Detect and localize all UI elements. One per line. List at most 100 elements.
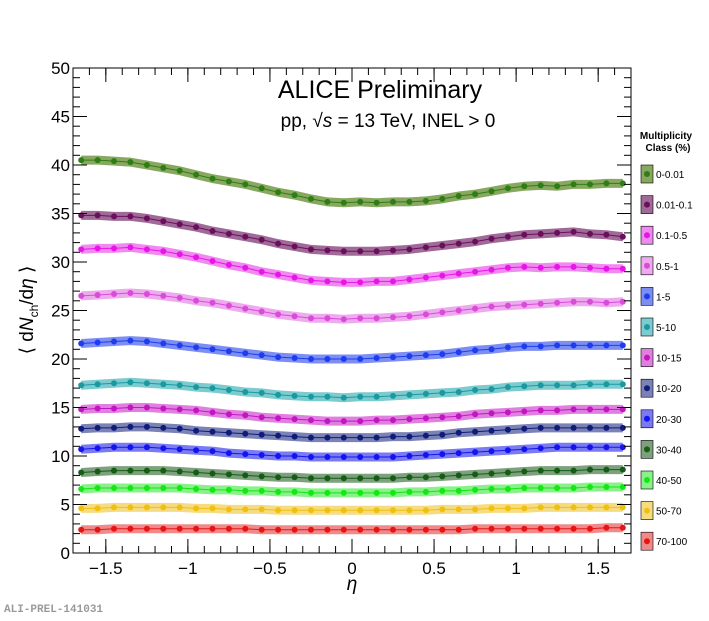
point-70-100-15 — [324, 526, 331, 533]
y-tick-label: 45 — [51, 108, 70, 127]
point-20-30-10 — [242, 451, 249, 458]
point-70-100-25 — [488, 525, 495, 532]
point-0p1-0p5-25 — [488, 266, 495, 273]
point-30-40-15 — [324, 475, 331, 482]
legend-item-0-0p01: 0-0.01 — [640, 164, 685, 184]
point-10-20-19 — [390, 433, 396, 440]
point-50-70-0 — [78, 505, 85, 512]
point-5-10-8 — [209, 385, 216, 392]
point-50-70-15 — [324, 507, 331, 514]
point-1-5-4 — [143, 338, 150, 345]
point-0p01-0p1-17 — [357, 248, 364, 255]
point-0p1-0p5-5 — [160, 248, 167, 255]
point-20-30-6 — [176, 446, 183, 453]
point-1-5-33 — [619, 342, 626, 349]
line-0p01-0p1 — [81, 214, 623, 252]
point-5-10-20 — [406, 391, 413, 398]
y-tick-label: 40 — [51, 156, 70, 175]
point-50-70-26 — [504, 505, 511, 512]
x-axis-label: η — [347, 574, 358, 595]
point-40-50-4 — [143, 485, 150, 491]
point-0p01-0p1-21 — [422, 244, 429, 251]
point-0p1-0p5-12 — [275, 271, 282, 278]
point-10-15-3 — [127, 404, 134, 411]
point-30-40-22 — [439, 473, 446, 480]
point-50-70-19 — [390, 507, 396, 514]
point-0-0p01-5 — [160, 164, 167, 171]
point-0p5-1-23 — [455, 307, 462, 314]
point-0-0p01-28 — [537, 182, 544, 189]
x-tick-label: −1 — [178, 559, 197, 578]
point-30-40-14 — [308, 475, 314, 482]
point-5-10-16 — [340, 394, 347, 401]
point-0-0p01-2 — [111, 158, 117, 165]
point-0p01-0p1-30 — [570, 228, 577, 235]
point-40-50-0 — [78, 486, 85, 492]
point-40-50-32 — [603, 484, 610, 490]
point-1-5-29 — [554, 342, 561, 349]
point-0p01-0p1-12 — [275, 240, 282, 247]
point-30-40-19 — [390, 475, 396, 482]
point-1-5-12 — [275, 354, 282, 361]
point-0p01-0p1-9 — [225, 230, 232, 237]
legend-item-20-30: 20-30 — [640, 409, 682, 429]
point-0p1-0p5-20 — [406, 276, 413, 283]
point-0p5-1-10 — [242, 305, 249, 312]
point-0-0p01-11 — [258, 185, 265, 192]
point-10-20-14 — [308, 434, 314, 441]
point-5-10-21 — [422, 390, 429, 397]
point-70-100-19 — [390, 526, 396, 533]
legend-item-5-10: 5-10 — [640, 317, 676, 337]
point-30-40-31 — [587, 466, 593, 473]
point-20-30-16 — [340, 454, 347, 460]
point-0-0p01-27 — [521, 183, 528, 190]
band-10-20 — [81, 422, 623, 443]
point-20-30-7 — [193, 447, 200, 454]
point-50-70-2 — [111, 504, 117, 511]
point-40-50-15 — [324, 489, 331, 496]
y-axis-label: ⟨ dNch/dη ⟩ — [17, 266, 41, 355]
point-10-20-5 — [160, 424, 167, 431]
point-1-5-18 — [373, 355, 380, 361]
point-40-50-13 — [291, 488, 298, 495]
point-30-40-0 — [78, 469, 85, 476]
point-40-50-30 — [570, 485, 577, 491]
point-0p5-1-21 — [422, 311, 429, 318]
point-20-30-17 — [357, 454, 364, 460]
point-0-0p01-18 — [373, 199, 380, 206]
point-10-15-12 — [275, 415, 282, 422]
legend-title-line-2: Class (%) — [645, 143, 690, 154]
point-50-70-10 — [242, 506, 249, 513]
point-0p01-0p1-20 — [406, 246, 413, 253]
point-50-70-11 — [258, 506, 265, 513]
point-10-15-17 — [357, 418, 364, 425]
point-10-20-29 — [554, 424, 561, 431]
point-50-70-31 — [587, 504, 593, 511]
point-0-0p01-6 — [176, 167, 183, 174]
point-5-10-28 — [537, 382, 544, 389]
point-0p01-0p1-32 — [603, 231, 610, 238]
point-30-40-30 — [570, 467, 577, 474]
point-20-30-30 — [570, 444, 577, 451]
point-70-100-3 — [127, 525, 134, 532]
point-0p1-0p5-21 — [422, 274, 429, 281]
point-0p5-1-4 — [143, 291, 150, 297]
point-40-50-17 — [357, 489, 364, 496]
point-10-20-3 — [127, 423, 134, 430]
point-0p1-0p5-9 — [225, 261, 232, 268]
point-1-5-2 — [111, 338, 117, 345]
y-tick-label: 20 — [51, 350, 70, 369]
point-50-70-25 — [488, 505, 495, 512]
point-0p5-1-18 — [373, 315, 380, 322]
point-0p1-0p5-16 — [340, 279, 347, 286]
legend-marker — [644, 477, 650, 483]
point-0-0p01-21 — [422, 197, 429, 204]
legend-label: 5-10 — [656, 323, 676, 334]
point-0-0p01-19 — [390, 198, 396, 205]
point-30-40-20 — [406, 474, 413, 481]
point-0p1-0p5-2 — [111, 245, 117, 252]
y-tick-label: 25 — [51, 302, 70, 321]
point-30-40-7 — [193, 469, 200, 476]
chart-title: ALICE Preliminary — [278, 76, 483, 104]
point-50-70-27 — [521, 505, 528, 512]
